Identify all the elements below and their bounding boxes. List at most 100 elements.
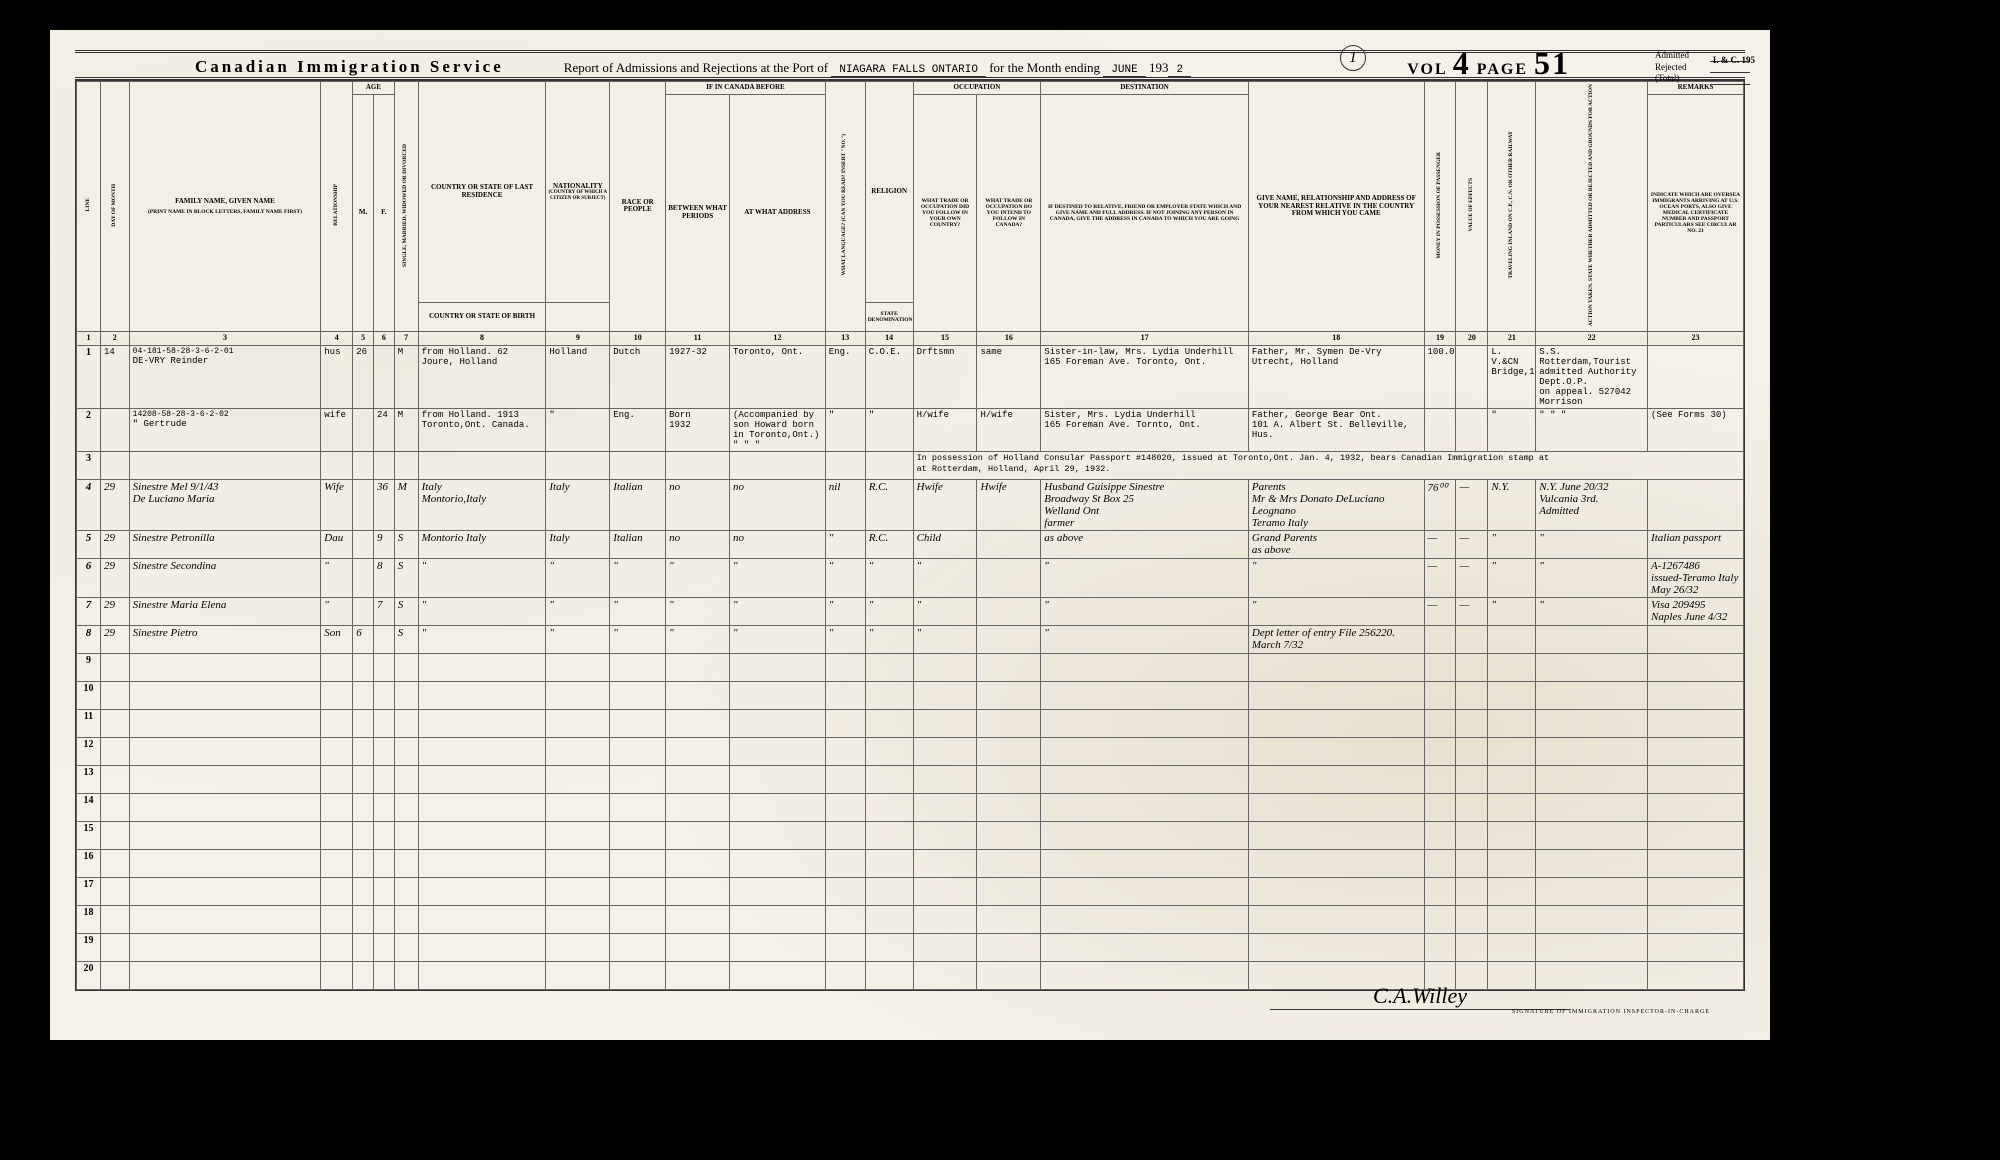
- page-value: 51: [1534, 45, 1570, 81]
- cell-residence: [418, 905, 546, 933]
- rejected-label: Rejected: [1655, 62, 1710, 74]
- cell-money: [1424, 737, 1456, 765]
- table-header: LINE DAY OF MONTH FAMILY NAME, GIVEN NAM…: [77, 82, 1744, 346]
- cell-day: [100, 737, 129, 765]
- cell-occ_own: H/wife: [913, 408, 977, 451]
- table-row: 18: [77, 905, 1744, 933]
- cell-race: [610, 765, 666, 793]
- cell-money: [1424, 408, 1456, 451]
- cell-action: [1536, 877, 1648, 905]
- cell-residence: ": [418, 597, 546, 625]
- cell-rel: [321, 765, 353, 793]
- cell-occ_own: [913, 933, 977, 961]
- cell-action: ": [1536, 558, 1648, 597]
- cell-effects: [1456, 765, 1488, 793]
- cell-relig: [865, 961, 913, 989]
- cell-day: [100, 877, 129, 905]
- row-number: 16: [77, 849, 101, 877]
- cell-address: [729, 849, 825, 877]
- cell-race: [610, 709, 666, 737]
- row-number: 3: [77, 451, 101, 479]
- cell-status: [394, 681, 418, 709]
- cell-name: Sinestre Pietro: [129, 625, 321, 653]
- cell-relative: [1248, 877, 1424, 905]
- cell-age_f: [373, 737, 394, 765]
- cell-race: [610, 933, 666, 961]
- col-relative: GIVE NAME, RELATIONSHIP AND ADDRESS OF Y…: [1248, 82, 1424, 332]
- cell-occ_can: [977, 821, 1041, 849]
- cell-effects: [1456, 709, 1488, 737]
- cell-remarks: Visa 209495 Naples June 4/32: [1648, 597, 1744, 625]
- cell-occ_own: ": [913, 625, 977, 653]
- col-money: MONEY IN POSSESSION OF PASSENGER: [1437, 152, 1443, 258]
- cell-rel: [321, 681, 353, 709]
- cell-action: [1536, 933, 1648, 961]
- cell-relig: [865, 933, 913, 961]
- cell-rail: [1488, 821, 1536, 849]
- table-row: 10: [77, 681, 1744, 709]
- cell-race: ": [610, 558, 666, 597]
- cell-age_f: [373, 905, 394, 933]
- cell-occ_own: ": [913, 597, 977, 625]
- cell-nat: [546, 821, 610, 849]
- cell-effects: [1456, 877, 1488, 905]
- cell-name: [129, 821, 321, 849]
- col-number: 9: [546, 331, 610, 345]
- cell-name: 04-181-58-28-3-6-2-01DE-VRY Reinder: [129, 345, 321, 408]
- col-canada-before-group: IF IN CANADA BEFORE: [666, 82, 826, 95]
- cell-age_m: [353, 961, 374, 989]
- col-residence-group: COUNTRY OR STATE OF LAST RESIDENCE: [418, 82, 546, 303]
- cell-dest: [1041, 765, 1249, 793]
- cell-status: [394, 709, 418, 737]
- col-occ-can: WHAT TRADE OR OCCUPATION DO YOU INTEND T…: [977, 94, 1041, 331]
- col-number: 7: [394, 331, 418, 345]
- cell-rel: ": [321, 597, 353, 625]
- cell-residence: ": [418, 558, 546, 597]
- cell-effects: [1456, 793, 1488, 821]
- cell-remarks: [1648, 793, 1744, 821]
- year-prefix: 193: [1149, 60, 1169, 75]
- row-number: 12: [77, 737, 101, 765]
- cell-relative: ": [1248, 597, 1424, 625]
- cell-effects: [1456, 821, 1488, 849]
- cell-lang: [825, 877, 865, 905]
- cell-address: [729, 765, 825, 793]
- cell-day: [100, 681, 129, 709]
- cell-rel: [321, 905, 353, 933]
- cell-rail: [1488, 653, 1536, 681]
- cell-periods: [666, 933, 730, 961]
- cell-age_m: [353, 849, 374, 877]
- cell-money: [1424, 793, 1456, 821]
- cell-action: [1536, 625, 1648, 653]
- cell-periods: 1927-32: [666, 345, 730, 408]
- cell-effects: —: [1456, 597, 1488, 625]
- cell-race: [610, 653, 666, 681]
- cell-rail: ": [1488, 597, 1536, 625]
- col-nat-spacer: [546, 303, 610, 332]
- col-age-group: AGE: [353, 82, 395, 95]
- col-number: 6: [373, 331, 394, 345]
- table-row: 11404-181-58-28-3-6-2-01DE-VRY Reinderhu…: [77, 345, 1744, 408]
- cell-status: [394, 821, 418, 849]
- form-number: I. & C. 195: [1713, 55, 1755, 65]
- cell-age_f: [373, 849, 394, 877]
- cell-empty: [546, 451, 610, 479]
- col-name-sub: (PRINT NAME IN BLOCK LETTERS, FAMILY NAM…: [132, 209, 319, 215]
- cell-status: S: [394, 530, 418, 558]
- passport-note: In possession of Holland Consular Passpo…: [913, 451, 1743, 479]
- cell-age_m: [353, 793, 374, 821]
- cell-remarks: [1648, 479, 1744, 530]
- cell-address: Toronto, Ont.: [729, 345, 825, 408]
- cell-lang: [825, 905, 865, 933]
- cell-nat: Italy: [546, 530, 610, 558]
- cell-rail: [1488, 737, 1536, 765]
- cell-occ_own: Child: [913, 530, 977, 558]
- cell-race: Italian: [610, 530, 666, 558]
- cell-age_f: 36: [373, 479, 394, 530]
- cell-relig: [865, 905, 913, 933]
- table-row: 829Sinestre PietroSon6S"""""""""Dept let…: [77, 625, 1744, 653]
- col-address: AT WHAT ADDRESS: [729, 94, 825, 331]
- cell-money: [1424, 709, 1456, 737]
- cell-remarks: [1648, 653, 1744, 681]
- cell-residence: from Holland. 1913 Toronto,Ont. Canada.: [418, 408, 546, 451]
